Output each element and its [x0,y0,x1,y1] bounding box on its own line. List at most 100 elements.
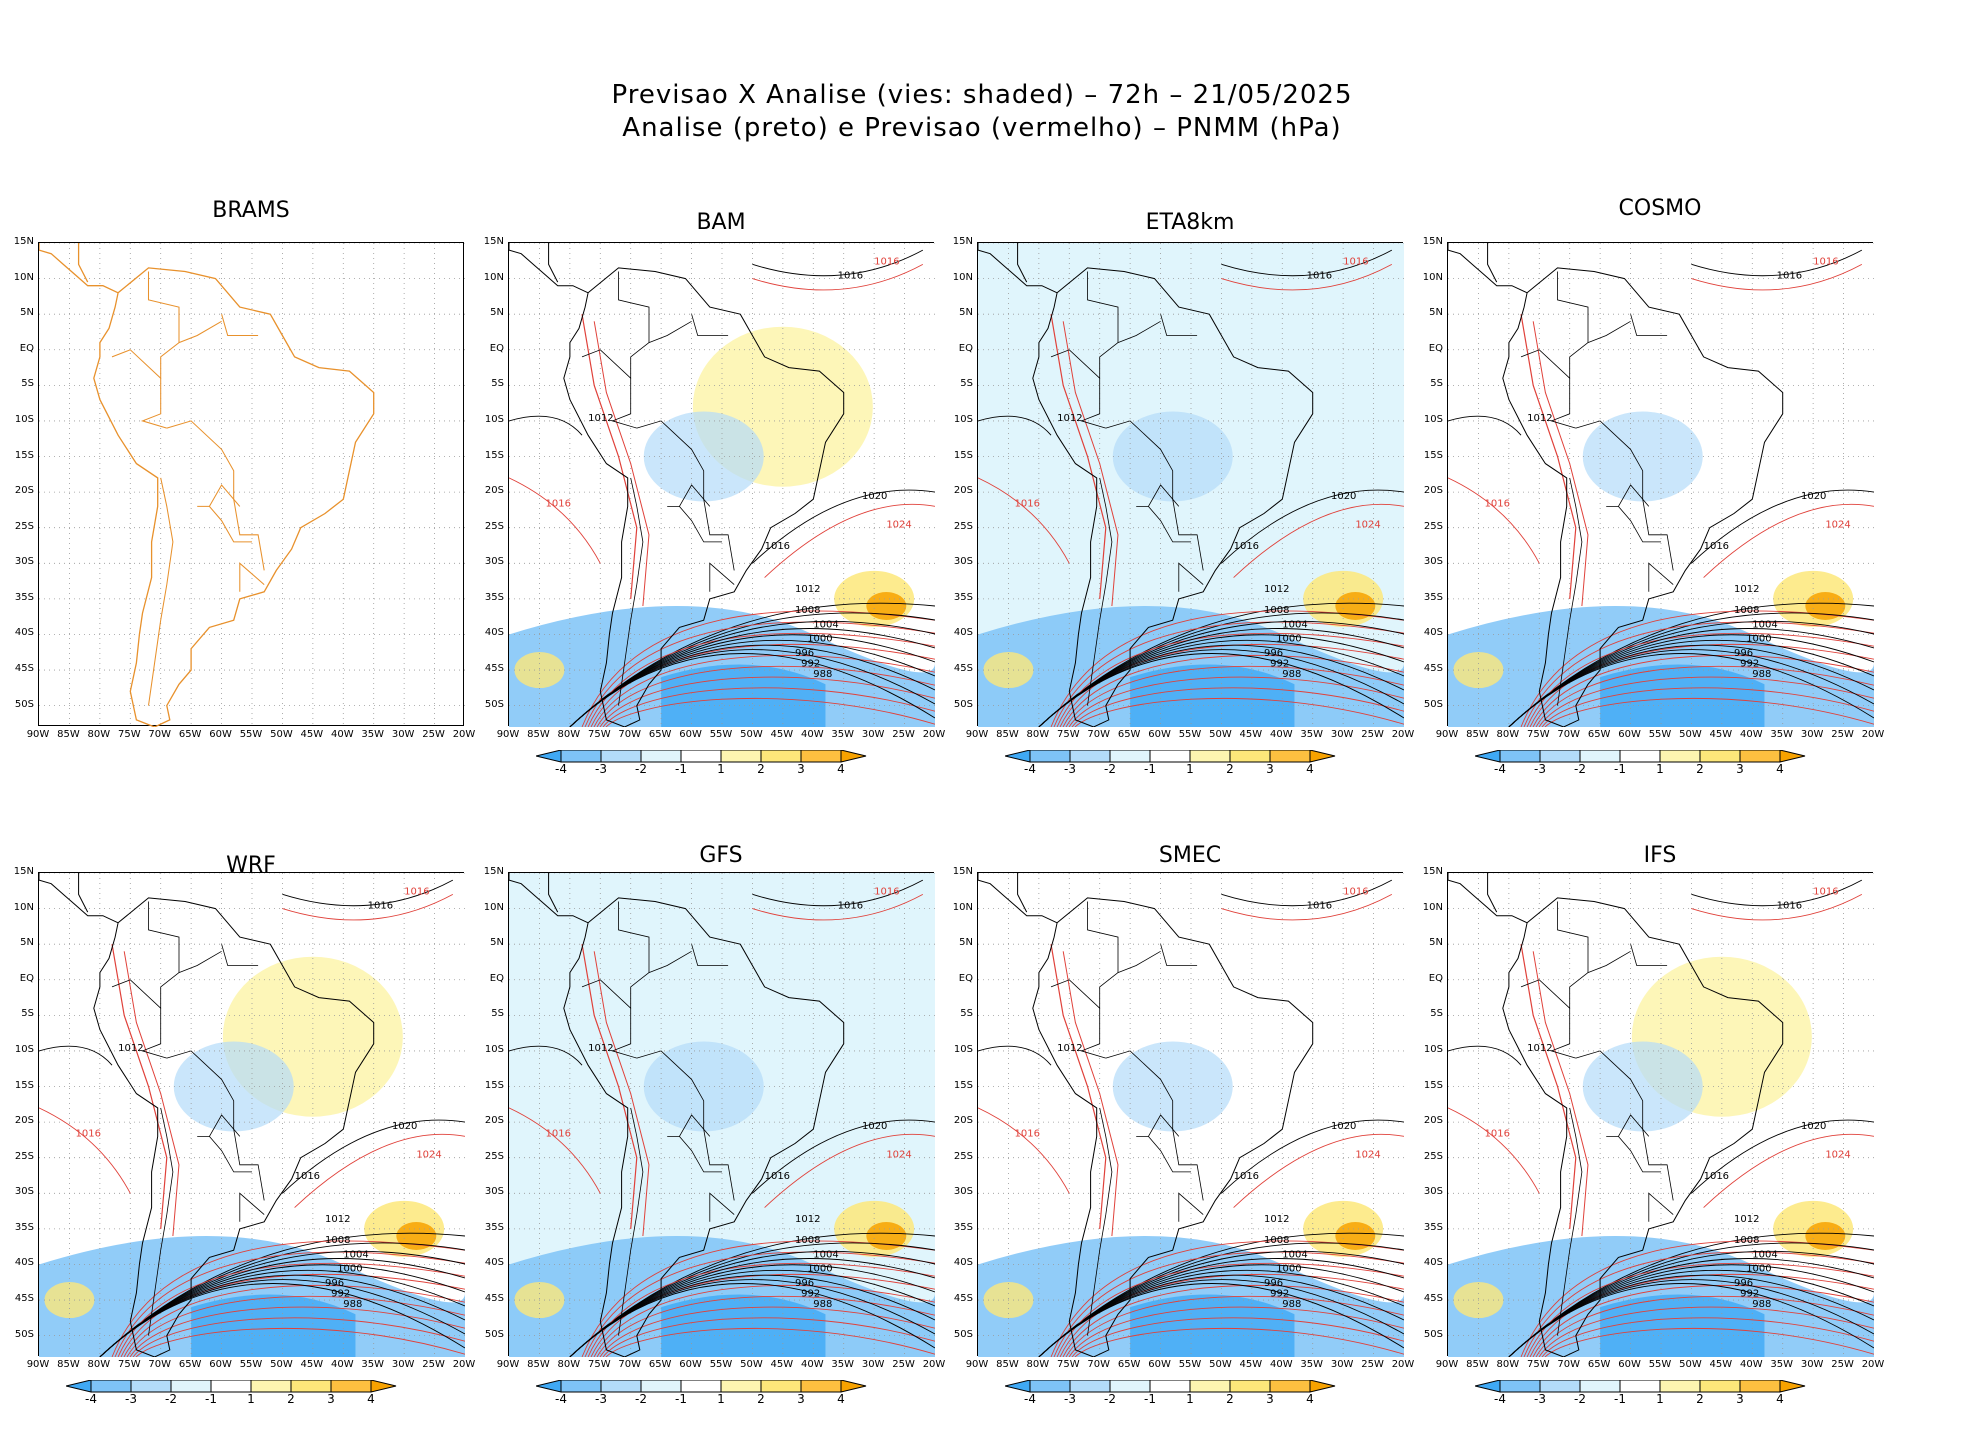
lon-tick-label: 40W [330,1359,354,1370]
colorbar-tick-label: -2 [1574,762,1586,774]
lon-tick-label: 20W [922,729,946,740]
lon-tick-label: 30W [391,729,415,740]
isobar-label: 992 [801,659,820,670]
colorbar-tick-label: 2 [757,1392,765,1404]
isobar-label: 1024 [1825,520,1850,531]
colorbar-tick-label: -4 [555,1392,567,1404]
lat-tick-label: 10S [1423,1043,1443,1055]
lat-tick-label: 20S [14,485,34,497]
isobar-label: 988 [343,1299,362,1310]
isobar-label: 1020 [1331,491,1356,502]
lat-tick-label: 50S [1423,1328,1443,1340]
lon-tick-label: 65W [1587,729,1611,740]
map-panel-bam: 1016 1016 1012 1020 1024 1016 1008 1004 1000 996 9… [508,242,935,727]
isobar-label: 1024 [1355,1150,1380,1161]
isobar-label: 1012 [1734,584,1759,595]
lat-tick-label: 35S [1423,591,1443,603]
isobar-label: 1016 [1015,498,1040,509]
lat-tick-label: 30S [953,556,973,568]
lat-tick-label: 50S [14,698,34,710]
lon-tick-label: 85W [57,1359,80,1370]
colorbar-tick-label: -2 [165,1392,177,1404]
lat-tick-label: 45S [1423,1293,1443,1305]
colorbar-tick-label: 2 [1226,762,1234,774]
isobar-label: 1024 [1825,1150,1850,1161]
isobar-label: 1000 [807,634,832,645]
isobar-label: 1016 [1704,541,1729,552]
lon-tick-label: 50W [1209,1359,1232,1370]
lon-tick-label: 40W [1269,729,1293,740]
isobar-label: 1012 [1057,413,1082,424]
lat-tick-label: 50S [14,1328,34,1340]
lat-tick-label: EQ [958,972,973,984]
lat-tick-label: 5N [20,937,34,949]
isobar-label: 996 [1734,1278,1753,1289]
colorbar-tick-label: 3 [1736,1392,1744,1404]
lon-tick-label: 90W [496,1359,520,1370]
lat-tick-label: 5N [1429,937,1443,949]
lon-tick-label: 45W [770,1359,794,1370]
isobar-label: 988 [813,1299,832,1310]
lon-tick-label: 25W [1361,729,1384,740]
isobar-label: 1016 [546,1128,571,1139]
lat-tick-label: 45S [953,1293,973,1305]
lat-tick-label: 20S [1423,1115,1443,1127]
colorbar-tick-label: -1 [1614,762,1626,774]
lon-tick-label: 20W [1861,729,1885,740]
isobar-label: 1016 [368,901,393,912]
lat-tick-label: 20S [484,1115,504,1127]
lon-tick-label: 90W [496,729,520,740]
colorbar-tick-label: 1 [717,1392,725,1404]
lon-tick-label: 90W [965,1359,989,1370]
lat-tick-label: 50S [953,698,973,710]
isobar-label: 1016 [765,1171,790,1182]
colorbar-tick-label: -3 [1534,1392,1546,1404]
panel-title: IFS [1643,843,1677,868]
map-field: 1016101610121020102410161008100410009969… [978,873,1404,1357]
panel-title: ETA8km [1145,210,1235,235]
colorbar: -4 -3 -2 -1 1 2 3 4 [1005,750,1336,774]
isobar-label: 1008 [1264,605,1289,616]
lat-tick-label: 15N [952,866,973,877]
map-field: 1016101610121020102410161008100410009969… [1448,873,1874,1357]
lon-tick-label: 75W [117,1359,141,1370]
isobar-label: 1004 [1282,1249,1307,1260]
isobar-label: 1016 [1813,886,1838,897]
lat-tick-label: 30S [484,556,504,568]
lon-tick-label: 75W [587,1359,611,1370]
isobar-label: 1000 [1276,634,1301,645]
panel-title: BAM [696,210,746,235]
lat-tick-label: 35S [14,1221,34,1233]
lon-tick-label: 70W [618,1359,642,1370]
lat-tick-label: 15S [1423,449,1443,461]
colorbar: -4 -3 -2 -1 1 2 3 4 [536,1380,867,1404]
lat-tick-label: 15N [1422,866,1443,877]
isobar-label: 996 [795,648,814,659]
lon-tick-label: 55W [1648,1359,1672,1370]
isobar-label: 1008 [1734,1235,1759,1246]
colorbar-tick-label: -4 [1494,762,1506,774]
colorbar-tick-label: 1 [1186,762,1194,774]
lat-tick-label: 20S [953,485,973,497]
colorbar-tick-label: 4 [837,762,845,774]
lat-tick-label: EQ [489,972,504,984]
lat-tick-label: 25S [14,520,34,532]
lat-tick-label: 30S [1423,556,1443,568]
colorbar-tick-label: 3 [1266,1392,1274,1404]
lat-tick-label: 10N [952,901,973,913]
map-field: 1016101610121020102410161008100410009969… [978,243,1404,727]
panel-title: BRAMS [212,198,290,223]
lon-tick-label: 25W [422,729,445,740]
colorbar-tick-label: 2 [1696,1392,1704,1404]
lat-tick-label: 30S [953,1186,973,1198]
lat-tick-label: EQ [19,972,34,984]
lat-tick-label: 45S [14,1293,34,1305]
isobar-label: 1004 [813,1249,838,1260]
figure-title-line2: Analise (preto) e Previsao (vermelho) – … [622,113,1342,143]
isobar-label: 1016 [1015,1128,1040,1139]
isobar-label: 1012 [1057,1043,1082,1054]
colorbar-tick-label: 1 [1656,762,1664,774]
isobar-label: 1008 [795,605,820,616]
lon-tick-label: 45W [1709,729,1733,740]
colorbar-tick-label: 3 [797,1392,805,1404]
